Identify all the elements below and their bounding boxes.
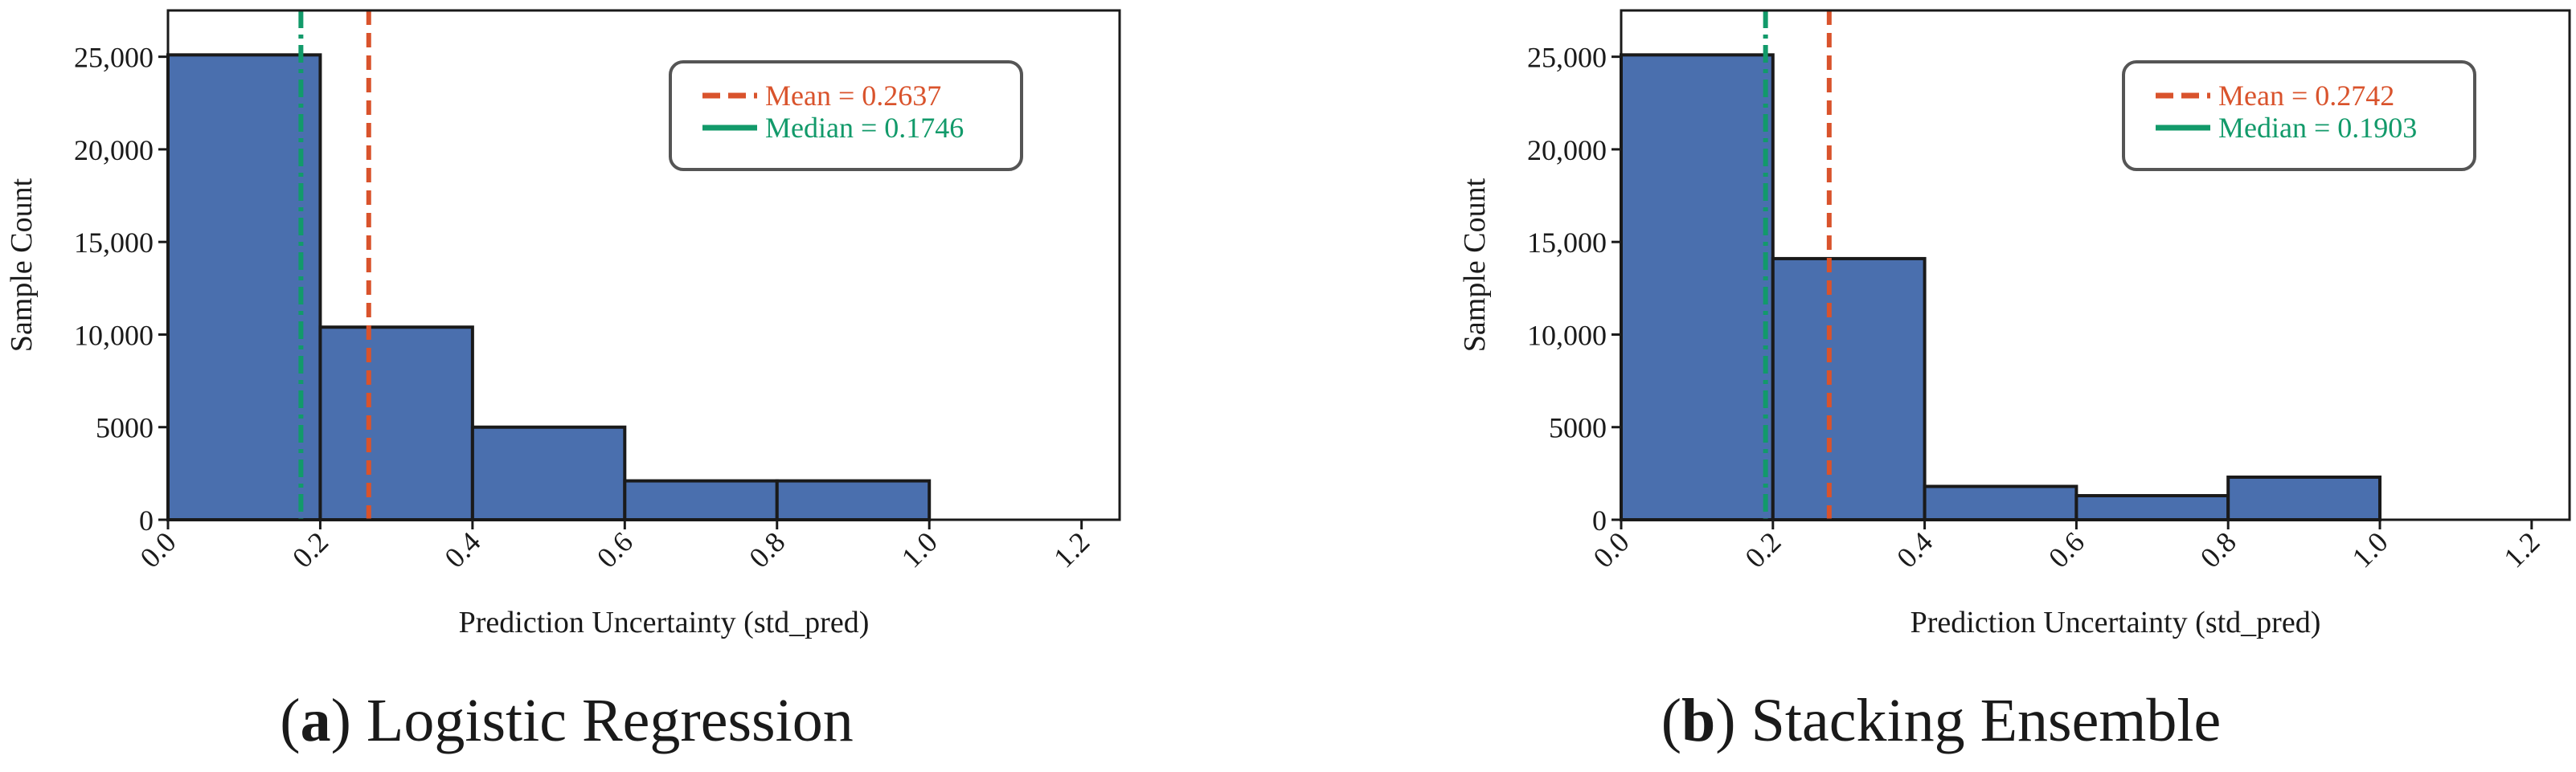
legend-mean-label: Mean = 0.2742	[2218, 80, 2394, 112]
y-tick-label: 25,000	[74, 42, 154, 74]
legend-box	[2122, 60, 2476, 171]
y-axis-label: Sample Count	[1458, 178, 1492, 352]
histogram-bar	[470, 425, 627, 522]
histogram-bar	[2074, 494, 2230, 522]
x-tick-label: 0.6	[591, 525, 639, 574]
caption-letter: a	[301, 687, 331, 754]
histogram-bar	[166, 53, 322, 521]
axes-frame	[166, 9, 1121, 521]
x-tick-label: 1.0	[895, 525, 944, 574]
x-tick-label: 0.2	[286, 525, 334, 574]
x-axis-label: Prediction Uncertainty (std_pred)	[459, 606, 870, 639]
y-tick-label: 15,000	[1527, 227, 1607, 259]
caption-title: Logistic Regression	[367, 687, 854, 754]
histogram-bar	[1620, 53, 1775, 521]
y-tick-label: 0	[139, 504, 154, 537]
panel-caption: (b) Stacking Ensemble	[1661, 687, 2222, 754]
axes-frame	[1620, 9, 2571, 521]
y-tick-label: 20,000	[1527, 134, 1607, 166]
legend-mean-label: Mean = 0.2637	[765, 80, 941, 112]
y-tick-label: 25,000	[1527, 42, 1607, 74]
histogram-bar	[318, 325, 474, 521]
y-tick-label: 5000	[1549, 412, 1607, 444]
caption-paren-close: )	[331, 687, 367, 754]
caption-paren-close: )	[1715, 687, 1751, 754]
histogram-bar	[775, 479, 932, 521]
legend-median-label: Median = 0.1746	[765, 112, 964, 144]
x-tick-label: 1.0	[2346, 525, 2394, 574]
panel-caption: (a) Logistic Regression	[280, 687, 853, 754]
x-tick-label: 0.4	[438, 525, 486, 574]
y-tick-label: 20,000	[74, 134, 154, 166]
histogram-bar	[2226, 475, 2381, 522]
y-tick-label: 5000	[96, 412, 154, 444]
x-tick-label: 0.8	[2194, 525, 2242, 574]
caption-paren-open: (	[1661, 687, 1681, 754]
x-tick-label: 0.2	[1738, 525, 1787, 574]
caption-letter: b	[1681, 687, 1715, 754]
histogram-bar	[1771, 256, 1927, 521]
histogram-bar	[1923, 484, 2078, 522]
caption-title: Stacking Ensemble	[1751, 687, 2222, 754]
caption-paren-open: (	[280, 687, 300, 754]
x-tick-label: 1.2	[2497, 525, 2545, 574]
y-tick-label: 0	[1592, 504, 1607, 537]
y-tick-label: 10,000	[74, 319, 154, 351]
y-axis-label: Sample Count	[5, 178, 39, 352]
x-tick-label: 0.4	[1890, 525, 1939, 574]
x-tick-label: 0.6	[2042, 525, 2091, 574]
x-axis-label: Prediction Uncertainty (std_pred)	[1910, 606, 2321, 639]
legend-median-label: Median = 0.1903	[2218, 112, 2417, 144]
x-tick-label: 0.8	[743, 525, 791, 574]
y-tick-label: 10,000	[1527, 319, 1607, 351]
x-tick-label: 1.2	[1047, 525, 1096, 574]
y-tick-label: 15,000	[74, 227, 154, 259]
legend-box	[669, 60, 1023, 171]
histogram-bar	[623, 479, 779, 521]
